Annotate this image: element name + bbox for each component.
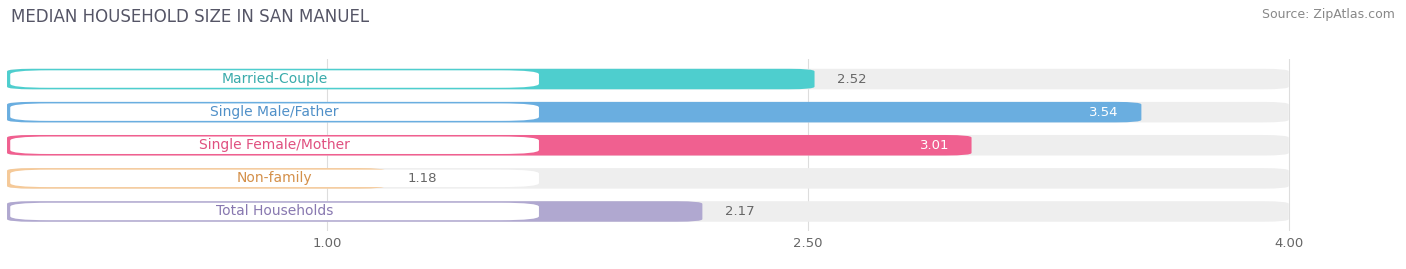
Text: MEDIAN HOUSEHOLD SIZE IN SAN MANUEL: MEDIAN HOUSEHOLD SIZE IN SAN MANUEL [11,8,370,26]
Text: Total Households: Total Households [217,204,333,218]
Text: 2.52: 2.52 [837,73,866,86]
Text: 3.54: 3.54 [1090,106,1119,119]
FancyBboxPatch shape [10,70,538,88]
FancyBboxPatch shape [10,170,538,187]
FancyBboxPatch shape [7,168,1289,189]
FancyBboxPatch shape [10,203,538,220]
Text: Non-family: Non-family [236,171,312,185]
FancyBboxPatch shape [7,201,1289,222]
FancyBboxPatch shape [10,103,538,121]
FancyBboxPatch shape [7,135,1289,155]
Text: Single Female/Mother: Single Female/Mother [200,138,350,152]
FancyBboxPatch shape [7,102,1142,122]
Text: 1.18: 1.18 [408,172,437,185]
Text: Single Male/Father: Single Male/Father [211,105,339,119]
FancyBboxPatch shape [10,137,538,154]
Text: 2.17: 2.17 [725,205,755,218]
FancyBboxPatch shape [7,168,385,189]
Text: Married-Couple: Married-Couple [222,72,328,86]
FancyBboxPatch shape [7,69,814,89]
Text: 3.01: 3.01 [920,139,949,152]
FancyBboxPatch shape [7,135,972,155]
FancyBboxPatch shape [7,102,1289,122]
Text: Source: ZipAtlas.com: Source: ZipAtlas.com [1261,8,1395,21]
FancyBboxPatch shape [7,201,703,222]
FancyBboxPatch shape [7,69,1289,89]
